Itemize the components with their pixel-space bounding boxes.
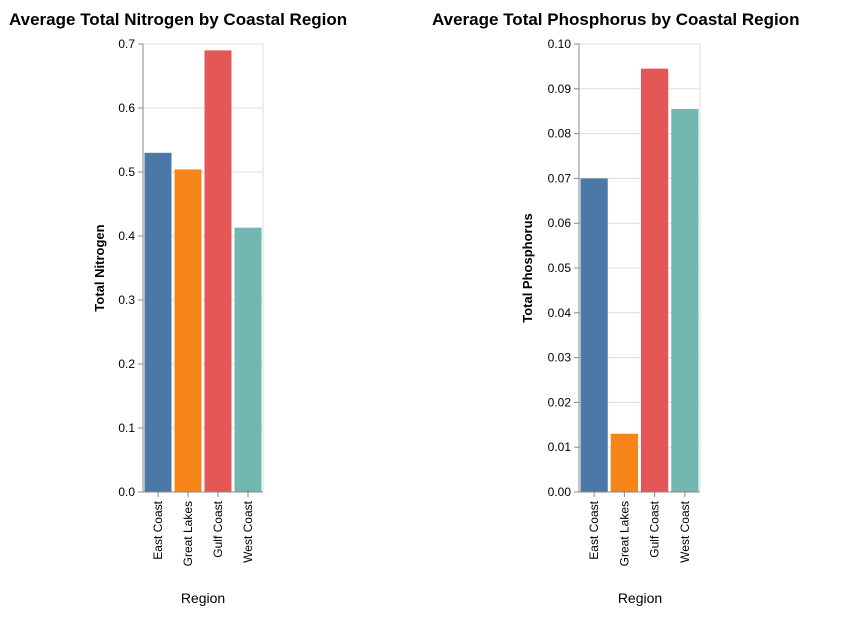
- nitrogen-bar-west-coast: [234, 227, 262, 492]
- nitrogen-x-tick-label: West Coast: [241, 500, 255, 562]
- phosphorus-y-tick-label: 0.08: [548, 127, 572, 141]
- phosphorus-bar-west-coast: [671, 108, 699, 493]
- nitrogen-y-tick-label: 0.1: [118, 421, 135, 435]
- nitrogen-y-tick-label: 0.6: [118, 101, 135, 115]
- nitrogen-x-tick-label: Gulf Coast: [211, 500, 225, 557]
- phosphorus-y-axis-title: Total Phosphorus: [520, 213, 535, 323]
- nitrogen-y-tick-label: 0.0: [118, 485, 135, 499]
- phosphorus-y-tick-label: 0.10: [548, 37, 572, 51]
- phosphorus-x-tick-label: East Coast: [587, 500, 601, 559]
- phosphorus-x-tick-label: Great Lakes: [617, 501, 631, 566]
- nitrogen-y-tick-label: 0.3: [118, 293, 135, 307]
- nitrogen-x-axis-title: Region: [181, 590, 225, 606]
- nitrogen-y-tick-label: 0.5: [118, 165, 135, 179]
- phosphorus-x-axis-title: Region: [618, 590, 662, 606]
- nitrogen-x-tick-label: East Coast: [151, 500, 165, 559]
- nitrogen-y-tick-label: 0.4: [118, 229, 135, 243]
- phosphorus-y-tick-label: 0.07: [548, 171, 572, 185]
- phosphorus-y-tick-label: 0.06: [548, 216, 572, 230]
- nitrogen-x-tick-label: Great Lakes: [181, 501, 195, 566]
- phosphorus-x-tick-label: Gulf Coast: [648, 500, 662, 557]
- nitrogen-y-tick-label: 0.7: [118, 37, 135, 51]
- nitrogen-y-axis-title: Total Nitrogen: [92, 224, 107, 311]
- nitrogen-y-tick-label: 0.2: [118, 357, 135, 371]
- nitrogen-bar-east-coast: [144, 152, 172, 493]
- nitrogen-bar-gulf-coast: [204, 50, 232, 493]
- phosphorus-bar-east-coast: [580, 178, 608, 492]
- phosphorus-y-tick-label: 0.04: [548, 306, 572, 320]
- phosphorus-bar-great-lakes: [610, 433, 638, 492]
- phosphorus-y-tick-label: 0.01: [548, 440, 572, 454]
- phosphorus-bar-gulf-coast: [641, 68, 669, 492]
- nitrogen-chart: Average Total Nitrogen by Coastal Region…: [9, 10, 347, 606]
- nitrogen-chart-title: Average Total Nitrogen by Coastal Region: [9, 10, 347, 29]
- phosphorus-x-tick-label: West Coast: [678, 500, 692, 562]
- phosphorus-y-tick-label: 0.05: [548, 261, 572, 275]
- phosphorus-y-tick-label: 0.09: [548, 82, 572, 96]
- phosphorus-y-tick-label: 0.00: [548, 485, 572, 499]
- phosphorus-chart: Average Total Phosphorus by Coastal Regi…: [432, 10, 799, 606]
- nitrogen-bar-great-lakes: [174, 169, 202, 492]
- phosphorus-y-tick-label: 0.02: [548, 395, 572, 409]
- phosphorus-chart-title: Average Total Phosphorus by Coastal Regi…: [432, 10, 799, 29]
- phosphorus-y-tick-label: 0.03: [548, 351, 572, 365]
